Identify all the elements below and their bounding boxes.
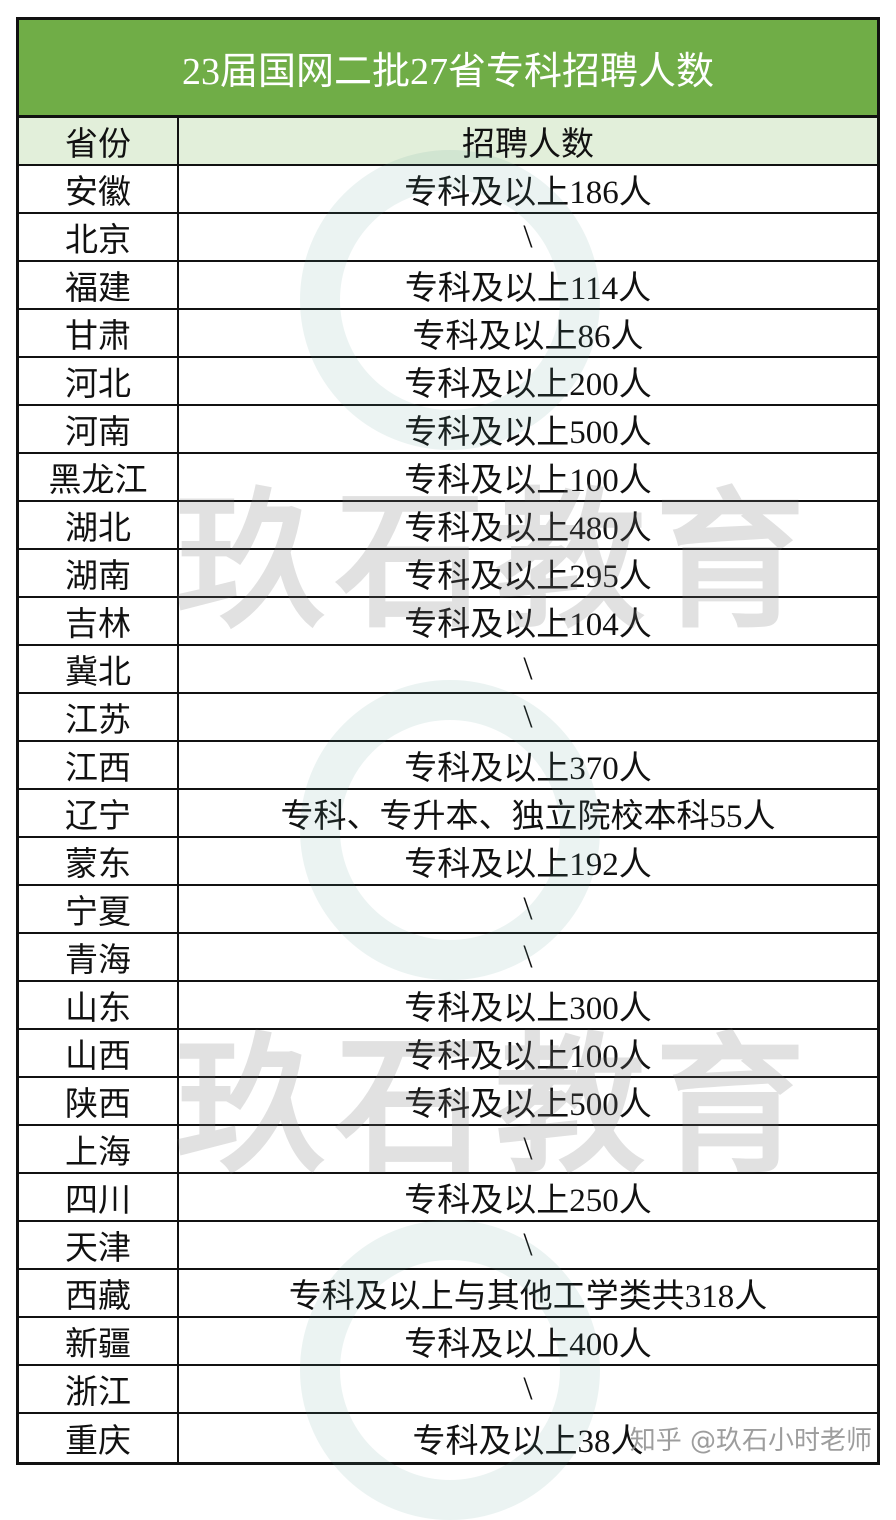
province-cell: 福建 [19,262,179,308]
count-cell: \ [523,1226,533,1263]
province-cell: 辽宁 [19,790,179,836]
table-row: 吉林 专科及以上104人 [19,598,877,646]
table-row: 青海 \ [19,934,877,982]
header-count: 招聘人数 [462,127,594,163]
province-cell: 湖南 [19,550,179,596]
table-row: 辽宁 专科、专升本、独立院校本科55人 [19,790,877,838]
province-cell: 山西 [19,1030,179,1076]
count-cell: 专科及以上与其他工学类共318人 [288,1279,768,1315]
header-row: 省份 招聘人数 [19,118,877,166]
province-cell: 北京 [19,214,179,260]
zhihu-attribution: 知乎 @玖石小时老师 [629,1426,872,1456]
province-cell: 天津 [19,1222,179,1268]
count-cell: 专科及以上114人 [404,271,652,307]
count-cell: \ [523,218,533,255]
count-cell: 专科及以上295人 [404,559,652,595]
table-row: 天津 \ [19,1222,877,1270]
count-cell: \ [523,938,533,975]
province-cell: 陕西 [19,1078,179,1124]
count-cell: 专科及以上186人 [404,175,652,211]
table-row: 四川 专科及以上250人 [19,1174,877,1222]
province-cell: 西藏 [19,1270,179,1316]
province-cell: 河北 [19,358,179,404]
count-cell: 专科及以上300人 [404,991,652,1027]
count-cell: 专科及以上192人 [404,847,652,883]
table-title: 23届国网二批27省专科招聘人数 [19,20,877,118]
province-cell: 冀北 [19,646,179,692]
table-row: 新疆 专科及以上400人 [19,1318,877,1366]
count-cell: 专科及以上200人 [404,367,652,403]
count-cell: 专科及以上86人 [412,319,644,355]
table-row: 福建 专科及以上114人 [19,262,877,310]
province-cell: 上海 [19,1126,179,1172]
table-row: 北京 \ [19,214,877,262]
province-cell: 河南 [19,406,179,452]
table-row: 重庆 专科及以上38人 [19,1414,877,1462]
count-cell: 专科及以上400人 [404,1327,652,1363]
count-cell: 专科及以上104人 [404,607,652,643]
count-cell: \ [523,1130,533,1167]
province-cell: 甘肃 [19,310,179,356]
count-cell: \ [523,698,533,735]
table-row: 湖南 专科及以上295人 [19,550,877,598]
count-cell: 专科及以上370人 [404,751,652,787]
province-cell: 青海 [19,934,179,980]
table-row: 河北 专科及以上200人 [19,358,877,406]
province-cell: 宁夏 [19,886,179,932]
count-cell: \ [523,1370,533,1407]
province-cell: 江西 [19,742,179,788]
province-cell: 江苏 [19,694,179,740]
table-row: 江西 专科及以上370人 [19,742,877,790]
province-cell: 浙江 [19,1366,179,1412]
province-cell: 新疆 [19,1318,179,1364]
count-cell: \ [523,650,533,687]
province-cell: 黑龙江 [19,454,179,500]
table-row: 陕西 专科及以上500人 [19,1078,877,1126]
count-cell: 专科、专升本、独立院校本科55人 [280,799,776,835]
province-cell: 蒙东 [19,838,179,884]
count-cell: 专科及以上100人 [404,1039,652,1075]
count-cell: 专科及以上250人 [404,1183,652,1219]
count-cell: 专科及以上500人 [404,415,652,451]
table-row: 蒙东 专科及以上192人 [19,838,877,886]
province-cell: 四川 [19,1174,179,1220]
table-row: 安徽 专科及以上186人 [19,166,877,214]
table-row: 河南 专科及以上500人 [19,406,877,454]
count-cell: 专科及以上500人 [404,1087,652,1123]
count-cell: 专科及以上100人 [404,463,652,499]
table-row: 西藏 专科及以上与其他工学类共318人 [19,1270,877,1318]
table-row: 冀北 \ [19,646,877,694]
table-row: 江苏 \ [19,694,877,742]
count-cell: 专科及以上38人 [412,1424,644,1460]
table-row: 黑龙江 专科及以上100人 [19,454,877,502]
table-row: 宁夏 \ [19,886,877,934]
table-row: 上海 \ [19,1126,877,1174]
header-province: 省份 [19,118,179,164]
province-cell: 吉林 [19,598,179,644]
province-cell: 湖北 [19,502,179,548]
count-cell: 专科及以上480人 [404,511,652,547]
province-cell: 安徽 [19,166,179,212]
table-row: 山东 专科及以上300人 [19,982,877,1030]
table-row: 浙江 \ [19,1366,877,1414]
table-row: 湖北 专科及以上480人 [19,502,877,550]
recruitment-table: 23届国网二批27省专科招聘人数 省份 招聘人数 安徽 专科及以上186人北京 \ 福… [16,17,880,1465]
table-row: 甘肃 专科及以上86人 [19,310,877,358]
province-cell: 重庆 [19,1414,179,1462]
count-cell: \ [523,890,533,927]
table-row: 山西 专科及以上100人 [19,1030,877,1078]
province-cell: 山东 [19,982,179,1028]
